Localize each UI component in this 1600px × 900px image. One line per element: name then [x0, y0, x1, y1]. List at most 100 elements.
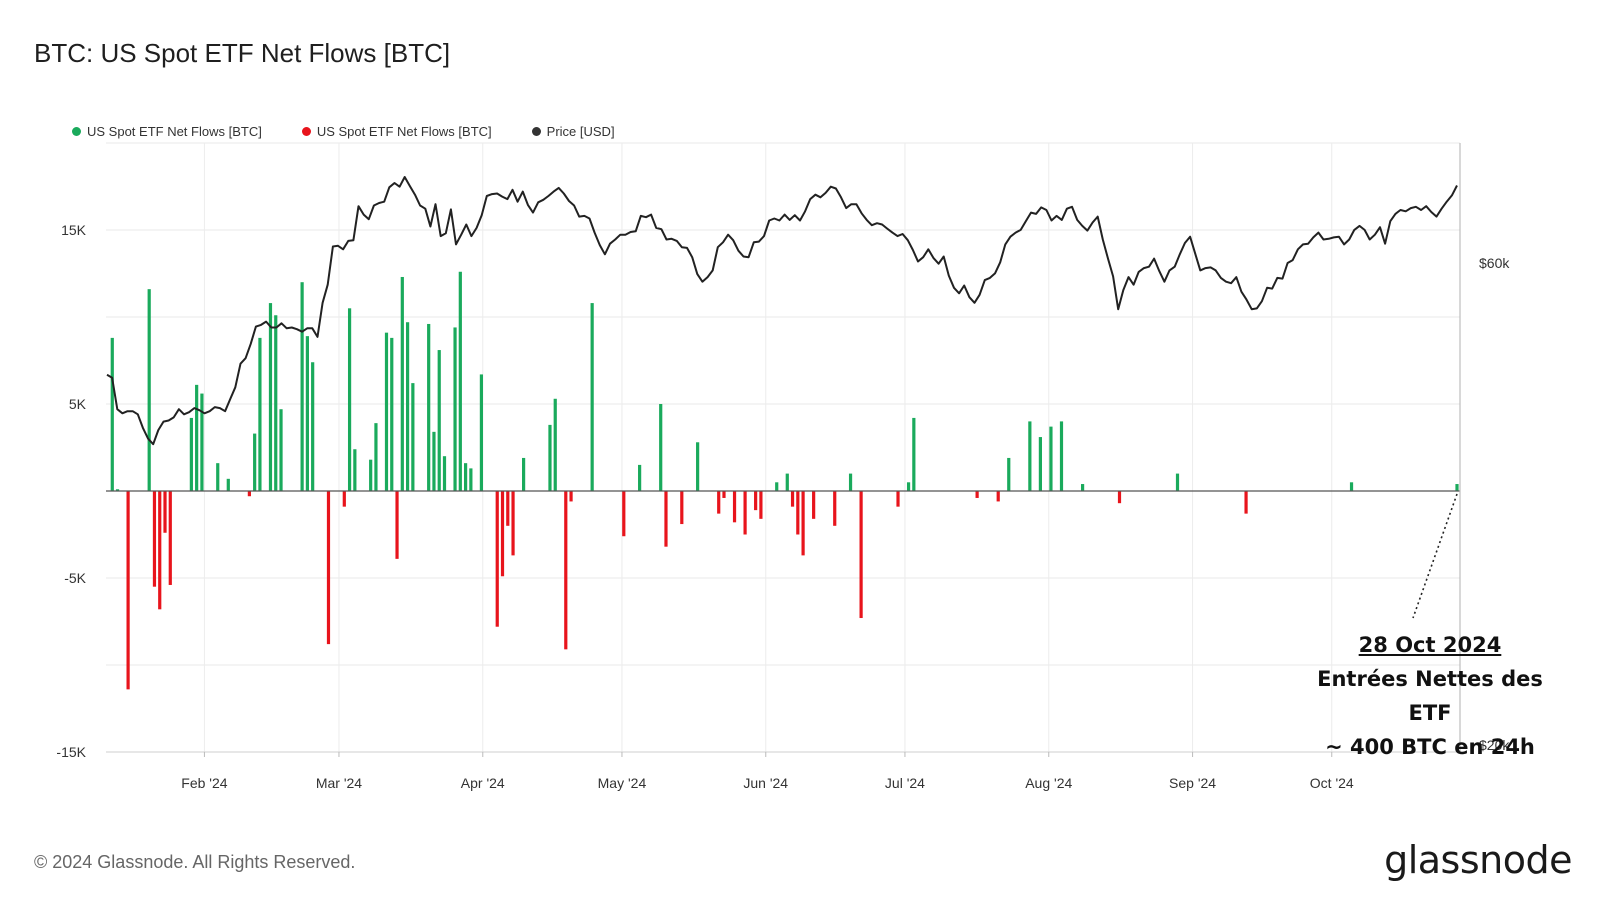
x-tick-label: Jun '24 [743, 775, 788, 791]
inflow-bar [195, 384, 199, 491]
outflow-bar [743, 491, 747, 535]
inflow-bar [1038, 437, 1042, 491]
outflow-bar [158, 491, 162, 610]
outflow-bar [564, 491, 568, 650]
outflow-bar [996, 491, 1000, 502]
outflow-bar [975, 491, 979, 498]
outflow-bar [717, 491, 721, 514]
legend-item-inflows[interactable]: US Spot ETF Net Flows [BTC] [72, 124, 262, 139]
legend-label: US Spot ETF Net Flows [BTC] [316, 124, 492, 139]
y-tick-label-right: $60k [1479, 255, 1510, 271]
inflow-bar [347, 308, 352, 491]
outflow-bar [896, 491, 900, 507]
inflow-bar [1028, 421, 1032, 491]
outflow-bar [395, 491, 399, 559]
inflow-bar [411, 383, 415, 491]
outflow-bar [152, 491, 157, 587]
inflow-bar [115, 489, 120, 491]
annotation-line-1: Entrées Nettes des ETF [1317, 667, 1543, 725]
y-axis-left: 15K 5K -5K -15K [56, 222, 86, 760]
outflow-bar [506, 491, 510, 526]
outflow-bar [500, 491, 505, 577]
inflow-bar [110, 337, 114, 491]
inflow-bar [353, 449, 357, 491]
outflow-bar [664, 491, 668, 547]
y-axis-right: $60k $20k [1479, 255, 1510, 753]
inflow-bar [548, 424, 552, 491]
legend-item-price[interactable]: Price [USD] [531, 124, 615, 139]
price-series [106, 176, 1458, 446]
outflow-bar [247, 491, 251, 497]
inflow-bar [258, 337, 262, 491]
inflow-bar [463, 463, 468, 491]
axes [106, 143, 1461, 753]
inflow-bar [696, 442, 700, 491]
inflow-bar [311, 362, 315, 491]
outflow-bar [326, 491, 331, 645]
chart-title: BTC: US Spot ETF Net Flows [BTC] [34, 38, 451, 68]
inflow-bar [274, 315, 278, 491]
price-line [106, 176, 1458, 446]
x-tick-label: Oct '24 [1310, 775, 1354, 791]
legend: US Spot ETF Net Flows [BTC] US Spot ETF … [72, 124, 615, 139]
outflow-bar [622, 491, 626, 537]
annotation-pointer [1412, 493, 1458, 619]
brand-logo[interactable]: glassnode [1384, 838, 1572, 882]
x-tick-label: Mar '24 [316, 775, 362, 791]
inflow-bar [253, 433, 257, 491]
inflow-bar [390, 337, 394, 491]
inflow-bar [300, 282, 304, 491]
outflow-bar [722, 491, 726, 498]
grid-lines [106, 142, 1460, 753]
outflow-bar [1244, 491, 1248, 514]
inflow-bar [1455, 484, 1459, 491]
inflow-bar [775, 482, 779, 491]
outflow-bar [796, 491, 800, 535]
inflow-bar [638, 464, 642, 491]
outflow-bar [859, 491, 863, 619]
inflow-bar [226, 478, 230, 491]
inflow-bar [384, 332, 389, 491]
annotation: 28 Oct 2024 Entrées Nettes des ETF ~ 400… [1310, 628, 1550, 764]
legend-dot-red [301, 127, 311, 136]
outflow-bar [833, 491, 837, 526]
y-tick-label: 15K [61, 222, 87, 238]
x-tick-label: Aug '24 [1025, 775, 1072, 791]
inflow-bar [279, 409, 283, 491]
outflow-bar [812, 491, 816, 519]
inflow-bar [374, 423, 378, 491]
copyright: © 2024 Glassnode. All Rights Reserved. [34, 852, 356, 872]
outflow-bar [342, 491, 346, 507]
x-tick-label: Sep '24 [1169, 775, 1216, 791]
outflow-bar [680, 491, 684, 525]
outflow-bar [801, 491, 805, 556]
inflow-bar [479, 374, 484, 491]
y-tick-label-right: $20k [1479, 737, 1510, 753]
inflow-bar [400, 276, 404, 491]
legend-item-outflows[interactable]: US Spot ETF Net Flows [BTC] [301, 124, 492, 139]
x-axis: Feb '24 Mar '24 Apr '24 May '24 Jun '24 Jul '… [181, 752, 1354, 791]
inflow-bar [912, 417, 916, 491]
y-tick-label: 5K [69, 396, 87, 412]
legend-label: US Spot ETF Net Flows [BTC] [87, 124, 262, 139]
x-tick-label: Feb '24 [181, 775, 227, 791]
inflow-bar [469, 468, 473, 491]
annotation-line-2: ~ 400 BTC en 24h [1325, 735, 1535, 759]
annotation-date: 28 Oct 2024 [1358, 633, 1502, 657]
inflow-bar [427, 323, 431, 491]
inflow-bar [1080, 484, 1085, 491]
inflow-bar [432, 431, 436, 491]
inflow-bar [522, 457, 526, 491]
inflow-bar [453, 327, 457, 491]
legend-label: Price [USD] [546, 124, 615, 139]
inflow-bar [1175, 473, 1180, 491]
x-tick-label: May '24 [598, 775, 647, 791]
outflow-bar [790, 491, 795, 507]
inflow-bar [147, 289, 151, 491]
inflow-bar [1049, 426, 1053, 491]
legend-dot-green [72, 127, 81, 136]
outflow-bar [759, 491, 763, 519]
outflow-bar [126, 491, 130, 690]
outflow-bar [754, 491, 758, 511]
